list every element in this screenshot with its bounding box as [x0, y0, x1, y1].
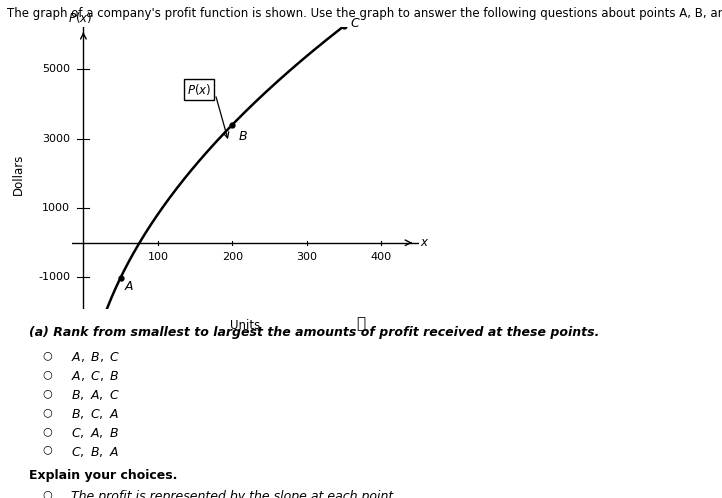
Text: 200: 200: [222, 252, 243, 262]
Text: ○: ○: [42, 388, 52, 398]
Text: Dollars: Dollars: [12, 153, 25, 195]
Text: 1000: 1000: [42, 203, 70, 213]
Text: $B$: $B$: [238, 130, 248, 143]
Text: 5000: 5000: [42, 64, 70, 74]
Text: $C$: $C$: [350, 16, 361, 29]
Text: (a) Rank from smallest to largest the amounts of profit received at these points: (a) Rank from smallest to largest the am…: [29, 326, 599, 339]
Text: The graph of a company's profit function is shown. Use the graph to answer the f: The graph of a company's profit function…: [7, 7, 722, 20]
Text: $C,\ B,\ A$: $C,\ B,\ A$: [71, 445, 118, 459]
Text: $B,\ A,\ C$: $B,\ A,\ C$: [71, 388, 120, 402]
Text: $P(x)$: $P(x)$: [68, 9, 92, 24]
Text: 300: 300: [297, 252, 318, 262]
Text: $x$: $x$: [420, 236, 430, 249]
Text: $B,\ C,\ A$: $B,\ C,\ A$: [71, 407, 118, 421]
Text: ⓘ: ⓘ: [357, 316, 365, 331]
Text: The profit is represented by the slope at each point.: The profit is represented by the slope a…: [71, 490, 397, 498]
Text: ○: ○: [42, 350, 52, 360]
Text: $A,\ C,\ B$: $A,\ C,\ B$: [71, 369, 119, 383]
Text: $A,\ B,\ C$: $A,\ B,\ C$: [71, 350, 120, 364]
Text: ○: ○: [42, 490, 52, 498]
Text: ○: ○: [42, 445, 52, 455]
Text: ○: ○: [42, 369, 52, 379]
Text: ○: ○: [42, 407, 52, 417]
Text: 400: 400: [371, 252, 392, 262]
Text: ○: ○: [42, 426, 52, 436]
Text: Explain your choices.: Explain your choices.: [29, 469, 178, 482]
Text: 3000: 3000: [42, 133, 70, 143]
Text: Units: Units: [230, 319, 261, 332]
Text: 100: 100: [147, 252, 168, 262]
Text: $A$: $A$: [124, 280, 135, 293]
Text: $P(x)$: $P(x)$: [187, 82, 211, 98]
Text: $C,\ A,\ B$: $C,\ A,\ B$: [71, 426, 119, 440]
Text: -1000: -1000: [38, 272, 70, 282]
